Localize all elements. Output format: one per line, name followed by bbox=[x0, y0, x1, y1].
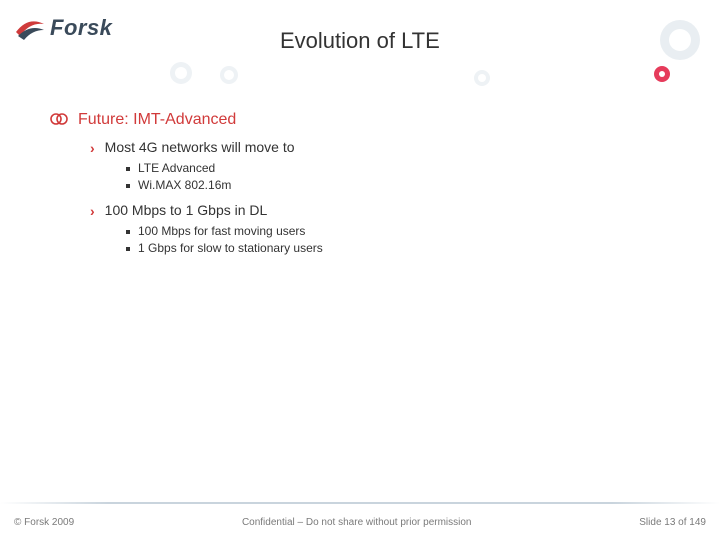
subitem-list: 100 Mbps for fast moving users 1 Gbps fo… bbox=[126, 224, 680, 255]
subitem-text: 100 Mbps for fast moving users bbox=[138, 224, 305, 238]
bullet-level3: 100 Mbps for fast moving users bbox=[126, 224, 680, 238]
subitem-list: LTE Advanced Wi.MAX 802.16m bbox=[126, 161, 680, 192]
subitem-text: 1 Gbps for slow to stationary users bbox=[138, 241, 323, 255]
footer: © Forsk 2009 Confidential – Do not share… bbox=[0, 517, 720, 528]
rings-bullet-icon bbox=[50, 110, 68, 128]
subitem-text: LTE Advanced bbox=[138, 161, 215, 175]
subitem-text: Wi.MAX 802.16m bbox=[138, 178, 231, 192]
square-bullet-icon bbox=[126, 247, 130, 251]
footer-copyright: © Forsk 2009 bbox=[14, 517, 74, 528]
footer-confidential: Confidential – Do not share without prio… bbox=[242, 517, 472, 528]
bullet-level3: LTE Advanced bbox=[126, 161, 680, 175]
section-label: 100 Mbps to 1 Gbps in DL bbox=[105, 202, 268, 218]
deco-ring-icon bbox=[660, 20, 700, 60]
square-bullet-icon bbox=[126, 230, 130, 234]
chevron-right-icon: › bbox=[90, 202, 95, 220]
logo-text: Forsk bbox=[50, 15, 112, 41]
bullet-level1: Future: IMT-Advanced bbox=[50, 110, 680, 129]
logo: Forsk bbox=[14, 14, 112, 42]
square-bullet-icon bbox=[126, 167, 130, 171]
deco-ring-accent-icon bbox=[654, 66, 670, 82]
square-bullet-icon bbox=[126, 184, 130, 188]
slide-title: Evolution of LTE bbox=[280, 28, 440, 54]
bullet-level3: Wi.MAX 802.16m bbox=[126, 178, 680, 192]
heading-text: Future: IMT-Advanced bbox=[78, 110, 236, 129]
bullet-level2: › 100 Mbps to 1 Gbps in DL bbox=[90, 202, 680, 220]
bullet-level3: 1 Gbps for slow to stationary users bbox=[126, 241, 680, 255]
footer-slide-number: Slide 13 of 149 bbox=[639, 517, 706, 528]
logo-swoosh-icon bbox=[14, 14, 46, 42]
slide-content: Future: IMT-Advanced › Most 4G networks … bbox=[50, 110, 680, 265]
footer-divider bbox=[0, 502, 720, 504]
deco-ring-icon bbox=[220, 66, 238, 84]
section-list: › Most 4G networks will move to LTE Adva… bbox=[90, 139, 680, 255]
bullet-level2: › Most 4G networks will move to bbox=[90, 139, 680, 157]
deco-ring-icon bbox=[170, 62, 192, 84]
chevron-right-icon: › bbox=[90, 139, 95, 157]
slide: Forsk Evolution of LTE Future: IMT-Advan… bbox=[0, 0, 720, 540]
section-label: Most 4G networks will move to bbox=[105, 139, 295, 155]
deco-ring-icon bbox=[474, 70, 490, 86]
